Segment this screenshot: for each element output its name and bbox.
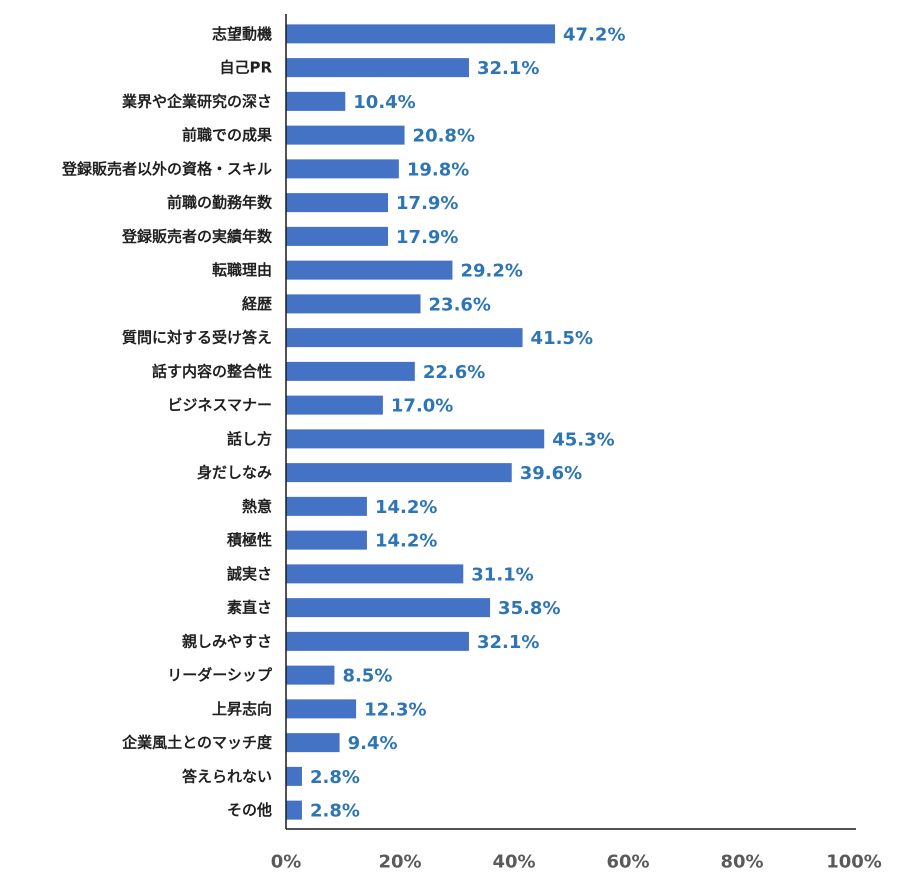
value-label: 29.2%: [460, 261, 522, 282]
category-label: 自己PR: [219, 59, 272, 77]
bar: [286, 496, 367, 516]
category-label: 素直さ: [227, 599, 272, 617]
bar: [286, 328, 523, 348]
bar: [286, 260, 453, 280]
value-label: 8.5%: [342, 666, 392, 687]
bar: [286, 733, 340, 753]
category-label: 登録販売者以外の資格・スキル: [61, 160, 272, 178]
bar: [286, 294, 421, 314]
category-label: 転職理由: [212, 261, 272, 279]
bar: [286, 429, 545, 449]
value-label: 45.3%: [552, 429, 614, 450]
axes: [285, 14, 856, 830]
bar: [286, 665, 335, 685]
value-label: 32.1%: [477, 632, 539, 653]
value-label: 14.2%: [375, 531, 437, 552]
value-label: 39.6%: [520, 463, 582, 484]
value-label: 2.8%: [310, 767, 360, 788]
bar: [286, 58, 469, 78]
bar: [286, 226, 389, 246]
bars-layer: [286, 24, 556, 820]
bar: [286, 125, 405, 145]
category-label: リーダーシップ: [167, 666, 273, 684]
category-label: 業界や企業研究の深さ: [121, 92, 272, 110]
bar: [286, 766, 302, 786]
bar: [286, 159, 399, 179]
value-label: 31.1%: [471, 564, 533, 585]
bar: [286, 598, 491, 618]
value-label: 35.8%: [498, 598, 560, 619]
value-label: 47.2%: [563, 24, 625, 45]
x-tick-labels: 0% 20% 40% 60% 80% 100%: [271, 852, 882, 873]
value-label: 2.8%: [310, 801, 360, 822]
bar: [286, 564, 464, 584]
value-label: 22.6%: [423, 362, 485, 383]
bar: [286, 463, 512, 483]
bar: [286, 800, 302, 820]
category-label: 答えられない: [182, 767, 272, 785]
category-label: 話す内容の整合性: [152, 362, 272, 380]
category-label: 企業風土とのマッチ度: [121, 734, 273, 752]
category-label: 熱意: [242, 497, 272, 515]
bar: [286, 631, 469, 651]
category-label: 親しみやすさ: [182, 632, 272, 650]
category-label: 上昇志向: [212, 700, 272, 718]
value-label: 10.4%: [353, 92, 415, 113]
category-label: 経歴: [242, 295, 272, 313]
bar: [286, 699, 357, 719]
category-label: 身だしなみ: [197, 464, 272, 482]
value-label: 17.9%: [396, 193, 458, 214]
bar: [286, 530, 367, 550]
value-label: 14.2%: [375, 497, 437, 518]
value-label: 9.4%: [348, 733, 398, 754]
value-label: 17.0%: [391, 396, 453, 417]
category-label: 積極性: [226, 531, 272, 549]
value-label: 17.9%: [396, 227, 458, 248]
category-label: その他: [227, 801, 272, 819]
value-label: 12.3%: [364, 699, 426, 720]
x-tick-label: 100%: [826, 852, 882, 873]
x-tick-label: 40%: [492, 852, 535, 873]
category-label: 誠実さ: [227, 565, 272, 583]
category-label: 前職での成果: [182, 126, 273, 144]
category-label: 志望動機: [212, 25, 272, 43]
bar: [286, 24, 556, 44]
value-labels: 47.2%32.1%10.4%20.8%19.8%17.9%17.9%29.2%…: [310, 24, 626, 821]
bar: [286, 361, 415, 381]
x-tick-label: 60%: [606, 852, 649, 873]
value-label: 23.6%: [429, 294, 491, 315]
category-label: 話し方: [227, 430, 272, 448]
value-label: 20.8%: [413, 126, 475, 147]
bar: [286, 395, 383, 415]
x-tick-label: 0%: [271, 852, 302, 873]
bar: [286, 193, 389, 213]
category-label: 質問に対する受け答え: [122, 329, 272, 347]
category-label: 前職の勤務年数: [167, 194, 273, 212]
x-tick-label: 80%: [720, 852, 763, 873]
value-label: 32.1%: [477, 58, 539, 79]
bar: [286, 91, 346, 111]
category-label: ビジネスマナー: [167, 396, 272, 414]
category-label: 登録販売者の実績年数: [121, 227, 273, 245]
x-tick-label: 20%: [378, 852, 421, 873]
value-label: 41.5%: [531, 328, 593, 349]
value-label: 19.8%: [407, 159, 469, 180]
